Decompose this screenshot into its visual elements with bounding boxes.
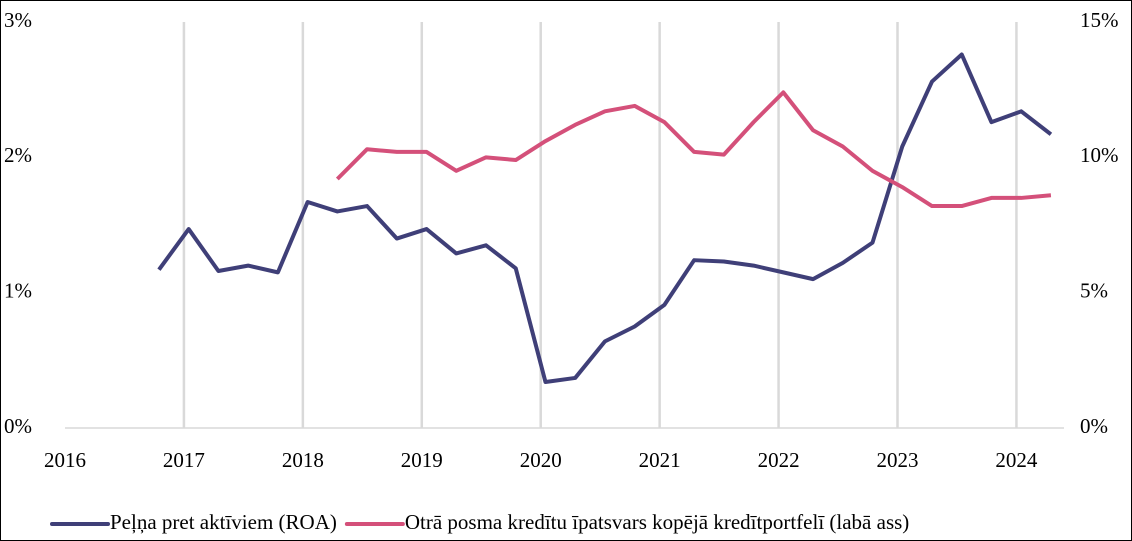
x-tick-label: 2021 xyxy=(639,448,681,472)
y-tick-label: 1% xyxy=(4,278,32,302)
x-tick-label: 2018 xyxy=(282,448,324,472)
y-tick-label: 3% xyxy=(4,8,32,32)
series-line xyxy=(157,52,1053,384)
y-tick-label: 0% xyxy=(4,414,32,438)
y2-tick-label: 10% xyxy=(1080,143,1119,167)
legend-label: Otrā posma kredītu īpatsvars kopējā kred… xyxy=(405,510,909,534)
x-tick-label: 2016 xyxy=(44,448,86,472)
x-tick-label: 2020 xyxy=(520,448,562,472)
x-tick-label: 2017 xyxy=(163,448,205,472)
x-tick-label: 2022 xyxy=(758,448,800,472)
x-tick-label: 2024 xyxy=(995,448,1038,472)
series-line xyxy=(335,90,1052,209)
y-tick-label: 2% xyxy=(4,143,32,167)
y2-tick-label: 0% xyxy=(1080,414,1108,438)
y2-tick-label: 5% xyxy=(1080,278,1108,302)
x-tick-label: 2023 xyxy=(877,448,919,472)
legend-label: Peļņa pret aktīviem (ROA) xyxy=(110,510,337,534)
x-tick-label: 2019 xyxy=(401,448,443,472)
y2-tick-label: 15% xyxy=(1080,8,1119,32)
